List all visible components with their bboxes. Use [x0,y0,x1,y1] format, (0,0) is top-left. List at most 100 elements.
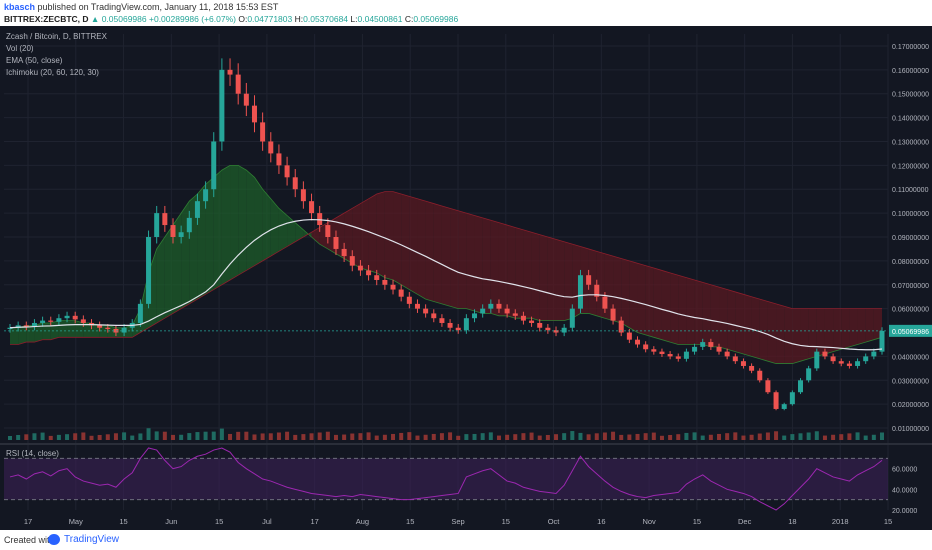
y-tick-label: 0.14000000 [892,116,929,123]
ichimoku-cloud-segment [246,170,255,271]
candle-body [97,325,103,328]
ichimoku-cloud-segment [515,227,524,319]
volume-bar [472,433,477,440]
volume-bar [774,431,779,440]
ichimoku-cloud-segment [670,272,679,345]
volume-bar [56,434,61,440]
ichimoku-cloud-segment [588,248,597,316]
x-tick-label: Dec [738,517,752,526]
ichimoku-cloud-segment [221,165,231,285]
ichimoku-cloud-segment [613,256,622,323]
candle-body [496,303,502,309]
candle-body [366,270,372,276]
ichimoku-cloud-segment [164,225,173,319]
author-link[interactable]: kbasch [4,2,36,12]
candle-body [137,303,143,323]
y-tick-label: 0.08000000 [892,259,929,266]
candle-body [594,284,600,297]
candle-body [227,69,233,75]
ichimoku-cloud-segment [466,213,475,312]
volume-bar [439,433,444,440]
volume-bar [16,434,21,440]
open-label: O: [238,14,248,24]
candle-body [186,217,192,233]
chart-area[interactable]: 0.17000000 0.16000000 0.15000000 0.14000000… [0,26,932,530]
volume-bar [73,433,78,440]
volume-bar [350,433,355,440]
ichimoku-cloud-segment [735,291,744,355]
volume-bar [268,433,273,440]
volume-bar [391,433,396,440]
ichimoku-span-a [10,164,883,364]
volume-bar [488,432,493,440]
quote-line: BITTREX:ZECBTC, D ▲ 0.05069986 +0.002899… [4,14,458,24]
volume-bar [382,434,387,440]
candle-body [211,141,217,190]
y-tick-label: 0.03000000 [892,378,929,385]
candle-body [602,296,608,309]
candle-body [520,315,526,321]
candle-body [194,201,200,218]
volume-bar [366,432,371,440]
volume-bar [871,434,876,440]
y-tick-label: 0.01000000 [892,426,929,433]
ichimoku-cloud-segment [295,222,304,242]
open-value: 0.04771803 [247,14,293,24]
ichimoku-cloud-segment [857,308,866,345]
candle-body [162,213,168,226]
volume-bar [537,435,542,440]
candle-body [846,363,852,366]
y-tick-label: 0.02000000 [892,402,929,409]
ichimoku-cloud-segment [751,296,760,359]
volume-bar [578,432,583,440]
volume-bar [757,433,762,440]
ichimoku-cloud-segment [507,225,516,319]
candle-body [284,165,290,178]
candle-body [325,225,331,237]
volume-bar [456,435,461,440]
legend-vol: Vol (20) [6,44,34,53]
tradingview-link[interactable]: TradingView [64,534,120,545]
candle-body [577,275,583,309]
x-tick-label: 15 [502,517,510,526]
volume-bar [211,431,216,440]
x-tick-label: 15 [119,517,127,526]
candle-body [423,308,429,314]
chart-canvas[interactable]: 0.17000000 0.16000000 0.15000000 0.14000000… [0,26,932,530]
candle-body [243,93,249,106]
volume-bar [627,434,632,440]
ichimoku-cloud-segment [849,308,858,347]
footer: Created with TradingView [0,530,932,550]
candle-body [643,344,649,350]
candle-body [382,279,388,285]
volume-bar [146,428,151,440]
ichimoku-cloud-segment [262,189,271,261]
volume-bar [586,434,591,440]
ichimoku-cloud-segment [824,308,834,355]
volume-bar [48,435,53,440]
ichimoku-cloud-segment [352,203,361,269]
volume-bar [301,434,306,440]
ichimoku-cloud-segment [776,303,785,364]
x-tick-label: 16 [597,517,605,526]
candle-body [268,141,274,154]
candle-body [439,318,445,323]
volume-bar [798,433,803,440]
volume-bar [325,431,330,440]
volume-bar [97,434,102,440]
ichimoku-cloud-segment [42,322,51,340]
y-tick-label: 0.16000000 [892,68,929,75]
ichimoku-cloud-segment [482,217,491,314]
ichimoku-cloud-segment [433,203,442,304]
candle-body [512,313,518,316]
ichimoku-cloud-segment [564,241,573,321]
candle-body [72,315,78,320]
volume-bar [676,434,681,440]
rsi-line [9,447,883,511]
candle-body [414,303,420,309]
volume-bar [880,432,884,440]
volume-bar [276,432,281,440]
ichimoku-cloud-segment [254,177,263,266]
candle-body [757,370,763,381]
ichimoku-cloud-segment [287,215,296,247]
